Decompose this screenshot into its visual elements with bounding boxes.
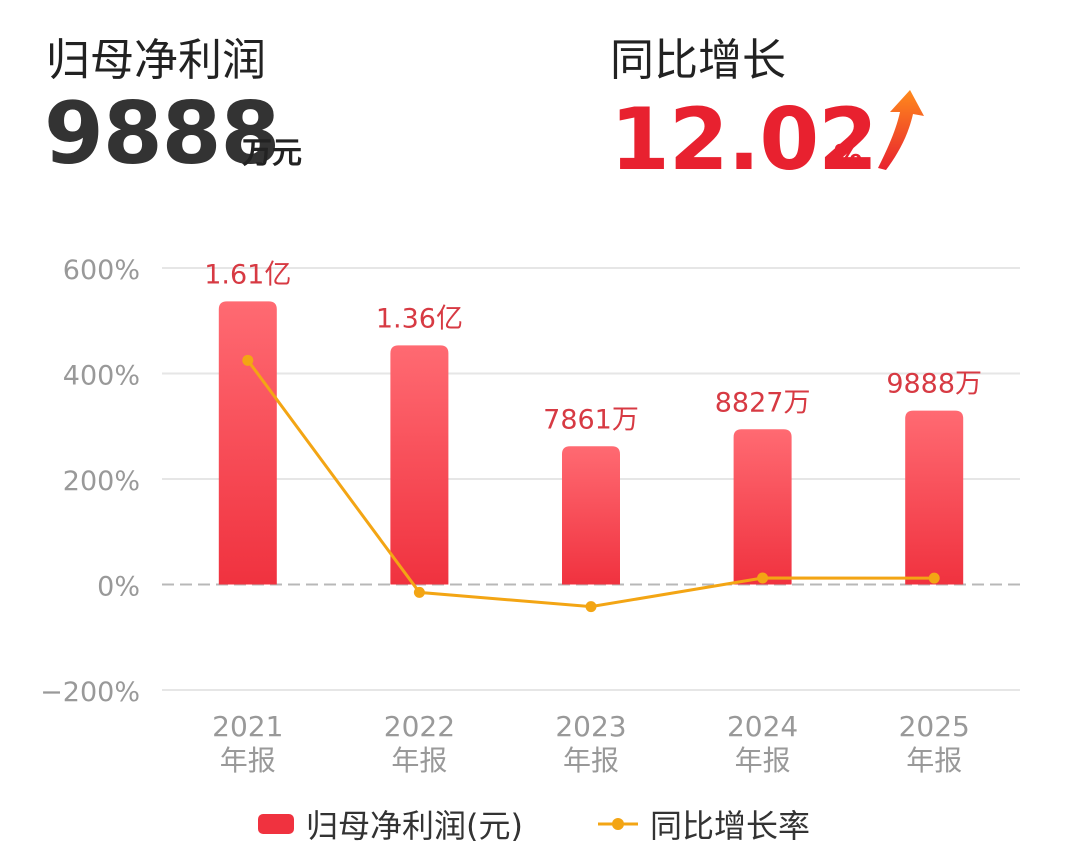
- y-tick-label: 200%: [63, 466, 140, 497]
- x-tick-year: 2021: [212, 710, 283, 743]
- legend-line: 同比增长率: [596, 800, 810, 848]
- bar-data-label: 9888万: [886, 369, 982, 400]
- profit-label: 归母净利润: [46, 35, 266, 86]
- bar-data-label: 8827万: [715, 387, 811, 418]
- x-tick-year: 2024: [727, 710, 798, 743]
- growth-point: [242, 354, 254, 366]
- growth-unit: %: [834, 138, 863, 171]
- bar: [390, 345, 449, 585]
- x-tick-year: 2022: [384, 710, 455, 743]
- growth-point: [585, 601, 597, 613]
- legend-line-label: 同比增长率: [650, 807, 811, 845]
- y-tick-label: 0%: [97, 572, 140, 603]
- legend-line-swatch: [598, 818, 638, 830]
- bar-series: [218, 301, 964, 585]
- x-tick-year: 2025: [899, 710, 970, 743]
- bar: [562, 446, 620, 585]
- profit-unit: 万元: [242, 136, 302, 171]
- bar-labels: 1.61亿 1.36亿 7861万 8827万 9888万: [204, 259, 982, 435]
- bar-data-label: 1.36亿: [376, 303, 463, 334]
- legend-bar-swatch: [258, 814, 294, 834]
- x-tick-suffix: 年报: [563, 744, 619, 777]
- growth-point: [928, 572, 940, 584]
- bar: [905, 410, 964, 585]
- legend-bar: 归母净利润(元): [258, 800, 523, 848]
- line-series: [242, 354, 940, 613]
- y-axis: 600% 400% 200% 0% −200%: [40, 255, 140, 708]
- profit-value: 9888: [44, 84, 280, 184]
- y-tick-label: 600%: [63, 255, 140, 286]
- x-tick-suffix: 年报: [735, 744, 791, 777]
- up-arrow-icon: [878, 90, 924, 170]
- profit-growth-chart: 600% 400% 200% 0% −200% 1.61亿 1.36亿 7861万 8827万…: [40, 255, 1020, 777]
- growth-point: [757, 572, 769, 584]
- growth-label: 同比增长: [610, 35, 786, 86]
- bar: [733, 429, 792, 585]
- x-tick-year: 2023: [555, 710, 626, 743]
- bar: [218, 301, 277, 585]
- y-tick-label: 400%: [63, 361, 140, 392]
- x-tick-suffix: 年报: [391, 744, 447, 777]
- bar-data-label: 1.61亿: [204, 259, 291, 290]
- growth-value: 12.02: [610, 90, 878, 190]
- y-tick-label: −200%: [40, 677, 140, 708]
- growth-point: [413, 586, 425, 598]
- bar-data-label: 7861万: [543, 404, 639, 435]
- x-tick-suffix: 年报: [220, 744, 276, 777]
- legend-bar-label: 归母净利润(元): [306, 807, 523, 845]
- x-tick-suffix: 年报: [906, 744, 962, 777]
